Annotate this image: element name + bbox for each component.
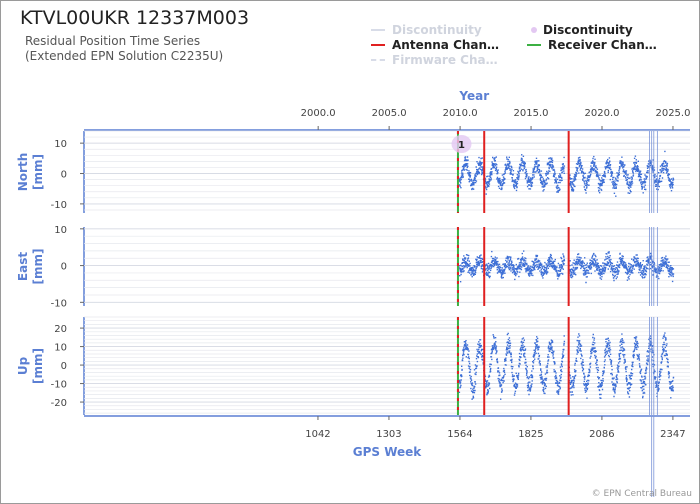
gps-week-axis-title: GPS Week (353, 445, 423, 459)
east-y-tick-label: -10 (51, 298, 67, 309)
legend-swatch-receiver-change (527, 44, 541, 46)
gps-week-tick-label: 1303 (376, 429, 401, 440)
east-residual-markers (458, 250, 675, 284)
legend-item-discontinuity-dot[interactable]: Discontinuity (527, 23, 633, 37)
legend-label-firmware-change: Firmware Cha… (392, 53, 498, 67)
legend-label-antenna-change: Antenna Chan… (392, 38, 500, 52)
chart-subtitle-line1: Residual Position Time Series (25, 34, 201, 48)
up-y-tick-label: -10 (51, 380, 67, 391)
year-tick-label: 2000.0 (301, 108, 336, 119)
copyright-footer: © EPN Central Bureau (591, 489, 692, 499)
east-y-axis-label-line: [mm] (31, 249, 45, 285)
up-y-axis-label: Up[mm] (16, 348, 45, 384)
legend-label-discontinuity-dot: Discontinuity (543, 23, 633, 37)
north-y-tick-label: -10 (51, 200, 67, 211)
chart-title: KTVL00UKR 12337M003 (20, 7, 250, 29)
legend-item-receiver-change[interactable]: Receiver Chan… (527, 38, 657, 52)
year-tick-label: 2010.0 (443, 108, 478, 119)
gps-week-tick-label: 1564 (447, 429, 472, 440)
gps-week-tick-label: 1825 (518, 429, 543, 440)
discontinuity-marker-label: 1 (458, 140, 465, 151)
east-y-axis-label: East[mm] (16, 249, 45, 285)
year-tick-label: 2025.0 (655, 108, 690, 119)
north-y-axis-label: North[mm] (16, 153, 45, 191)
legend-item-firmware-change[interactable]: Firmware Cha… (371, 53, 498, 67)
north-y-axis-label-line: North (16, 153, 30, 191)
north-residual-markers (458, 150, 675, 197)
up-residual-markers (458, 332, 675, 400)
up-y-tick-label: 0 (61, 361, 67, 372)
up-y-tick-label: -20 (51, 398, 67, 409)
year-tick-label: 2015.0 (514, 108, 549, 119)
year-tick-label: 2020.0 (585, 108, 620, 119)
discontinuity-marker (451, 135, 472, 153)
legend-swatch-discontinuity-line (371, 29, 385, 31)
up-y-axis-label-line: Up (16, 356, 30, 375)
year-axis-title: Year (458, 89, 489, 103)
east-residual-points (458, 250, 675, 284)
legend-label-receiver-change: Receiver Chan… (548, 38, 657, 52)
gps-week-tick-label: 2086 (589, 429, 614, 440)
gps-week-tick-label: 2347 (660, 429, 685, 440)
east-y-tick-label: 0 (61, 262, 67, 273)
up-residual-points (458, 332, 675, 400)
east-y-tick-label: 10 (54, 225, 67, 236)
up-y-axis-label-line: [mm] (31, 348, 45, 384)
legend-label-discontinuity-line: Discontinuity (392, 23, 482, 37)
north-y-tick-label: 0 (61, 170, 67, 181)
up-y-tick-label: 20 (54, 324, 67, 335)
up-y-tick-label: 10 (54, 343, 67, 354)
year-tick-label: 2005.0 (372, 108, 407, 119)
north-residual-points (458, 150, 675, 197)
legend-swatch-antenna-change (371, 44, 385, 46)
north-y-axis-label-line: [mm] (31, 154, 45, 190)
legend-swatch-discontinuity-dot (531, 27, 537, 33)
chart-subtitle-line2: (Extended EPN Solution C2235U) (25, 49, 224, 63)
east-y-axis-label-line: East (16, 252, 30, 281)
legend-item-antenna-change[interactable]: Antenna Chan… (371, 38, 499, 52)
north-y-tick-label: 10 (54, 139, 67, 150)
legend-item-discontinuity-line[interactable]: Discontinuity (371, 23, 482, 37)
gps-week-tick-label: 1042 (305, 429, 330, 440)
legend-swatch-firmware-change (371, 59, 385, 61)
